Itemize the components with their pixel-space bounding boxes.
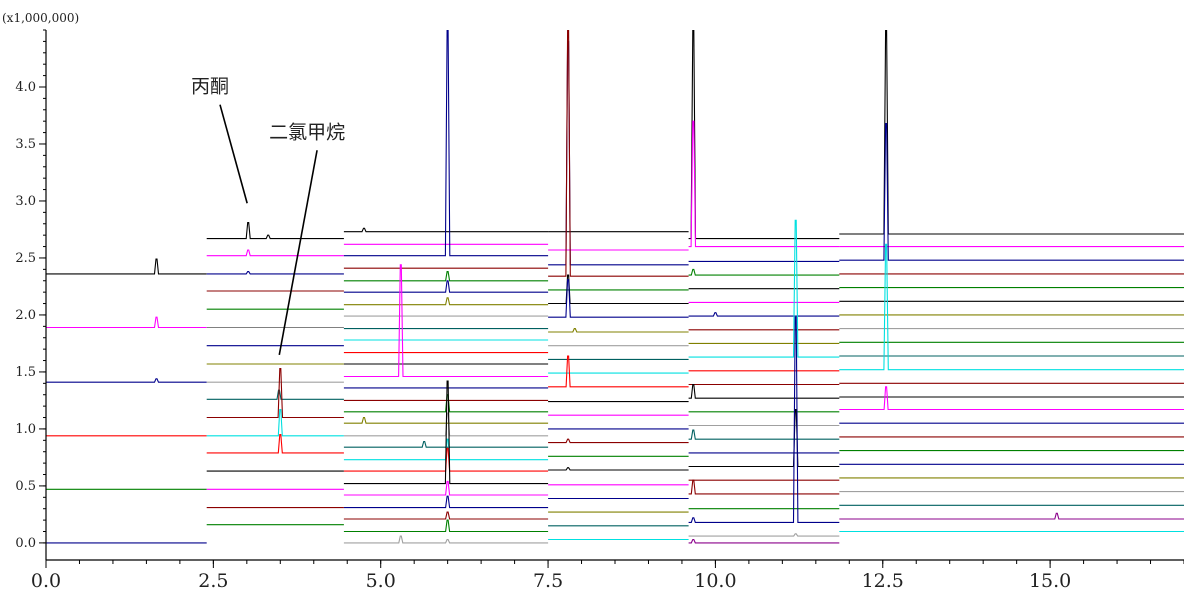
trace-line: [548, 467, 689, 471]
trace-line: [206, 389, 344, 400]
trace-line: [343, 280, 549, 293]
trace-line: [839, 386, 1184, 411]
trace-line: [46, 316, 207, 329]
y-tick-label: 0.5: [15, 479, 36, 494]
trace-line: [839, 122, 1184, 261]
annotation-leader-line: [219, 104, 248, 204]
segment-4: [548, 30, 689, 541]
trace-line: [206, 271, 344, 275]
trace-line: [206, 408, 344, 437]
annotation-leader-line: [278, 150, 318, 355]
trace-line: [688, 268, 840, 276]
trace-line: [206, 249, 344, 257]
trace-layer: [46, 30, 1184, 544]
trace-line: [688, 120, 840, 248]
y-tick-label: 2.0: [15, 308, 36, 323]
segment-2: [206, 222, 344, 526]
segment-5: [688, 30, 840, 544]
trace-line: [688, 479, 840, 495]
y-tick-label: 2.5: [15, 251, 36, 266]
trace-line: [548, 30, 689, 277]
trace-line: [343, 30, 549, 257]
trace-line: [343, 297, 549, 306]
trace-line: [688, 219, 840, 358]
y-tick-label: 1.0: [15, 422, 36, 437]
segment-1: [46, 258, 207, 544]
trace-line: [688, 383, 840, 399]
trace-line: [206, 367, 344, 419]
trace-line: [343, 380, 549, 485]
trace-line: [839, 243, 1184, 371]
x-tick-label: 7.5: [533, 570, 563, 590]
axes-layer: 0.0 0.5 1.0 1.5 2.0 2.5 3.0 3.5 4.0 0.0 2.5 5.0 7.5 1…: [15, 29, 1184, 590]
trace-line: [548, 438, 689, 444]
trace-line: [688, 429, 840, 440]
trace-line: [343, 394, 549, 413]
trace-line: [548, 355, 689, 388]
trace-line: [343, 264, 549, 378]
x-tick-label: 12.5: [862, 570, 904, 590]
trace-line: [548, 328, 689, 333]
trace-line: [548, 279, 689, 318]
x-tick-label: 15.0: [1029, 570, 1071, 590]
trace-line: [839, 512, 1184, 520]
x-tick-label: 2.5: [198, 570, 228, 590]
trace-line: [548, 274, 689, 305]
trace-line: [46, 378, 207, 383]
trace-line: [688, 30, 840, 240]
annotation-label: 丙酮: [191, 76, 229, 98]
y-axis-scale-label: (x1,000,000): [2, 11, 79, 25]
x-tick-label: 0.0: [31, 570, 61, 590]
trace-line: [688, 533, 840, 537]
trace-line: [343, 519, 549, 533]
trace-line: [839, 30, 1184, 235]
trace-line: [688, 538, 840, 544]
trace-line: [688, 408, 840, 468]
y-tick-label: 3.0: [15, 194, 36, 209]
segment-6: [839, 30, 1184, 533]
trace-line: [343, 412, 549, 437]
trace-line: [548, 40, 689, 266]
x-tick-label: 5.0: [366, 570, 396, 590]
y-tick-label: 3.5: [15, 137, 36, 152]
trace-line: [688, 312, 840, 317]
trace-line: [343, 495, 549, 509]
annotation-label: 二氯甲烷: [269, 121, 345, 143]
y-tick-label: 0.0: [15, 536, 36, 551]
x-tick-label: 10.0: [694, 570, 736, 590]
trace-line: [343, 511, 549, 520]
trace-line: [343, 535, 549, 544]
trace-line: [343, 227, 549, 233]
trace-line: [343, 438, 549, 461]
trace-line: [343, 447, 549, 472]
trace-line: [343, 480, 549, 496]
trace-line: [688, 316, 840, 523]
trace-line: [343, 271, 549, 282]
trace-line: [46, 258, 207, 275]
trace-line: [206, 222, 344, 240]
segment-3: [343, 30, 549, 544]
y-tick-label: 4.0: [15, 80, 36, 95]
trace-line: [206, 434, 344, 454]
trace-line: [343, 416, 549, 424]
y-tick-label: 1.5: [15, 365, 36, 380]
